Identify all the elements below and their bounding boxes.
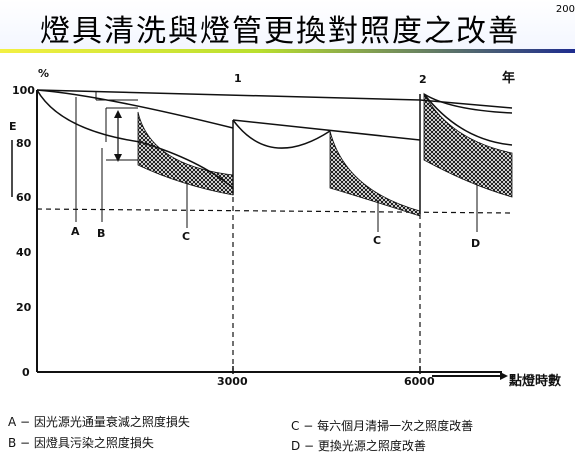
legend-item-a: A − 因光源光通量衰減之照度損失: [8, 414, 190, 429]
legend-item-c: C − 每六個月清掃一次之照度改善: [291, 418, 473, 433]
maintenance-level-line: [36, 208, 513, 214]
y-tick-label: 20: [16, 301, 32, 314]
corner-number: 200: [555, 4, 575, 15]
y-unit-label: %: [38, 67, 49, 80]
post-replacement-upper: [423, 93, 513, 114]
dirt-decline-curve-2: [232, 119, 331, 149]
x-axis-label: 點燈時數: [509, 373, 561, 389]
annotation-c-1: C: [182, 230, 190, 243]
lamp-lumen-decline-curve: [36, 89, 513, 109]
region-c-second: [329, 130, 421, 217]
year-unit-label: 年: [502, 70, 515, 86]
year-marker-1: 1: [234, 72, 242, 85]
annotation-c-2: C: [373, 234, 381, 247]
annotation-a: A: [71, 225, 80, 238]
illuminance-chart: % 100 80 60 40 20 0 E 1 2 年 3000 6000 點燈…: [8, 67, 561, 453]
dirt-decline-curve-1: [36, 89, 234, 129]
legend-item-b: B − 因燈具污染之照度損失: [8, 435, 154, 450]
lower-decline-curve: [36, 89, 234, 189]
y-tick-label: 60: [16, 191, 32, 204]
post-replacement-mid: [423, 93, 513, 146]
legend-item-d: D − 更換光源之照度改善: [291, 438, 426, 453]
page-title: 燈具清洗與燈管更換對照度之改善: [40, 14, 520, 49]
annotation-d: D: [471, 237, 480, 250]
region-d: [423, 92, 513, 198]
y-tick-label: 40: [16, 246, 32, 259]
header-gradient-rule: [0, 49, 575, 53]
header-bar: 燈具清洗與燈管更換對照度之改善 200: [0, 0, 575, 50]
y-tick-label: 100: [12, 84, 35, 97]
year-marker-2: 2: [419, 73, 427, 86]
annotation-b: B: [97, 227, 105, 240]
y-side-label: E: [9, 120, 17, 133]
y-tick-label: 80: [16, 137, 32, 150]
x-tick-label: 3000: [217, 375, 248, 388]
cleaning-line-1: [232, 119, 421, 141]
x-tick-label: 6000: [404, 375, 435, 388]
y-tick-label: 0: [22, 366, 30, 379]
